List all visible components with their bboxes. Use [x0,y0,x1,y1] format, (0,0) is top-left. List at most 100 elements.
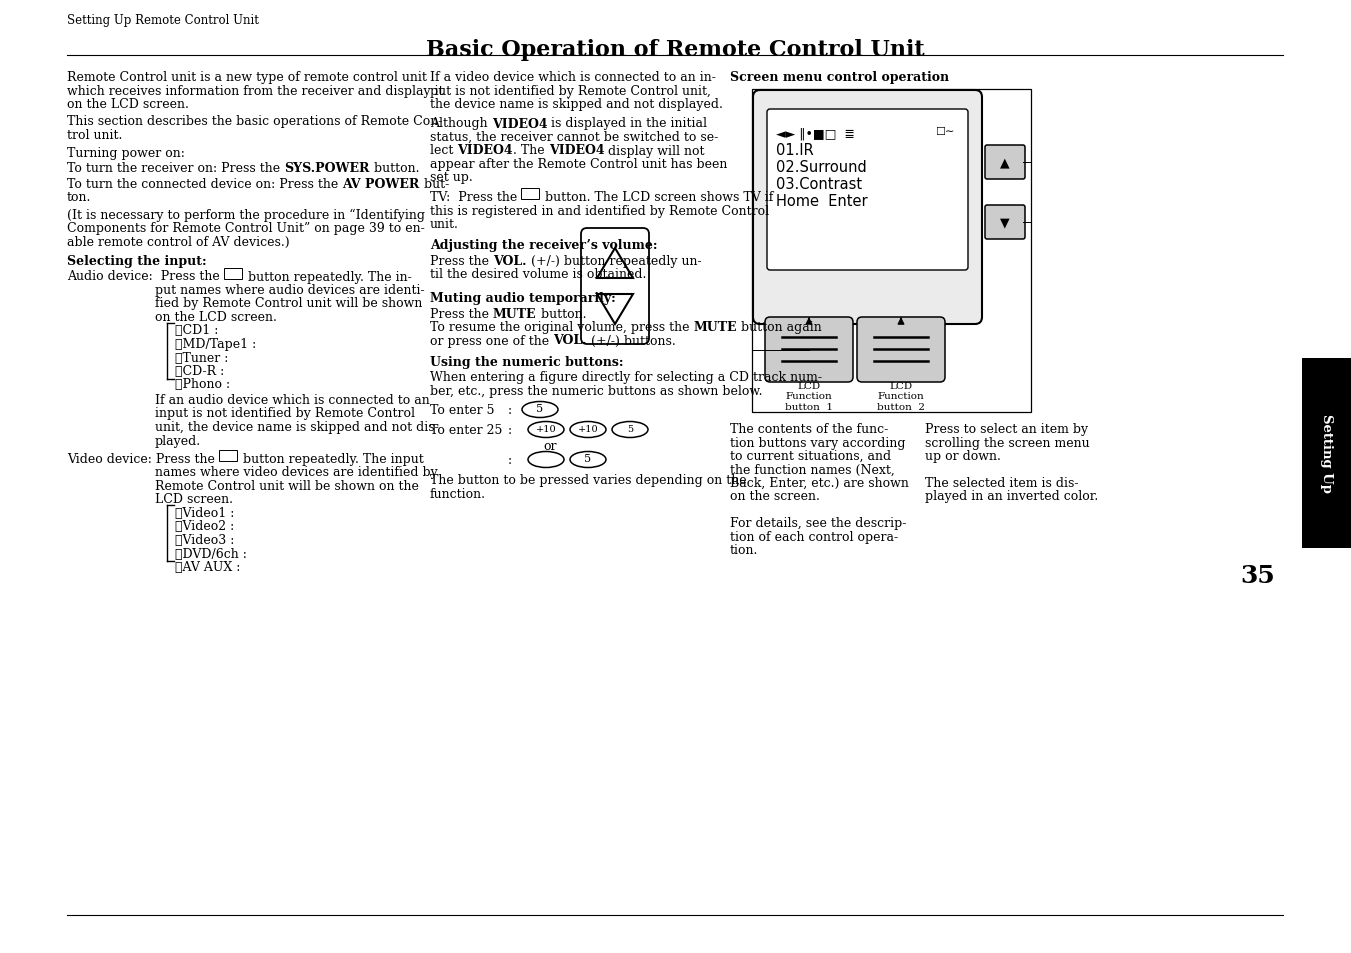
Text: (It is necessary to perform the procedure in “Identifying: (It is necessary to perform the procedur… [68,209,426,221]
Text: This section describes the basic operations of Remote Con-: This section describes the basic operati… [68,115,442,129]
Text: Basic Operation of Remote Control Unit: Basic Operation of Remote Control Unit [426,39,924,61]
Text: display will not: display will not [604,144,705,157]
Text: is displayed in the initial: is displayed in the initial [547,117,708,131]
Text: Audio device:  Press the: Audio device: Press the [68,271,224,283]
Bar [219,451,236,461]
Text: button again: button again [738,320,821,334]
Text: To turn the receiver on: Press the: To turn the receiver on: Press the [68,162,284,174]
Text: To enter 5: To enter 5 [430,404,494,417]
Text: VOL.: VOL. [493,254,527,268]
Text: set up.: set up. [430,172,473,184]
Text: VOL.: VOL. [553,335,586,347]
Text: to current situations, and: to current situations, and [730,450,892,462]
Text: Although: Although [430,117,492,131]
Text: button repeatedly. The input: button repeatedly. The input [239,453,424,465]
Text: MUTE: MUTE [693,320,738,334]
Text: For details, see the descrip-: For details, see the descrip- [730,517,907,530]
Text: scrolling the screen menu: scrolling the screen menu [925,436,1090,449]
Text: able remote control of AV devices.): able remote control of AV devices.) [68,235,289,248]
Text: Screen menu control operation: Screen menu control operation [730,71,950,84]
Text: button.: button. [536,307,586,320]
Text: played.: played. [155,434,201,447]
Text: put names where audio devices are identi-: put names where audio devices are identi… [155,284,424,296]
FancyBboxPatch shape [765,317,852,382]
Text: tion of each control opera-: tion of each control opera- [730,531,898,543]
Text: ④CD-R :: ④CD-R : [176,365,224,377]
Text: :: : [508,454,512,467]
Text: SYS.POWER: SYS.POWER [284,162,370,174]
Text: (+/-) buttons.: (+/-) buttons. [586,335,676,347]
Text: 5: 5 [585,454,592,464]
Text: Muting audio temporarily:: Muting audio temporarily: [430,292,616,305]
Text: To enter 25: To enter 25 [430,424,503,437]
Text: 5: 5 [536,404,543,414]
Text: TV:  Press the: TV: Press the [430,191,521,204]
Text: this is registered in and identified by Remote Control: this is registered in and identified by … [430,204,769,217]
Text: AV POWER: AV POWER [342,177,420,191]
Text: Video device: Press the: Video device: Press the [68,453,219,465]
Text: +10: +10 [536,424,557,434]
Text: Components for Remote Control Unit” on page 39 to en-: Components for Remote Control Unit” on p… [68,222,424,234]
Text: ③Tuner :: ③Tuner : [176,351,228,364]
Text: on the screen.: on the screen. [730,490,820,503]
Text: ☐∼: ☐∼ [935,127,954,137]
Text: on the LCD screen.: on the LCD screen. [155,311,277,324]
Text: VIDEO4: VIDEO4 [549,144,604,157]
Text: . The: . The [513,144,549,157]
Text: tion.: tion. [730,544,758,557]
Text: button. The LCD screen shows TV if: button. The LCD screen shows TV if [542,191,774,204]
Text: 02.Surround: 02.Surround [775,160,867,174]
Text: or: or [543,440,557,453]
Text: but-: but- [420,177,449,191]
Text: button.: button. [370,162,419,174]
Text: 35: 35 [1240,563,1275,587]
Text: Remote Control unit will be shown on the: Remote Control unit will be shown on the [155,479,419,493]
Text: fied by Remote Control unit will be shown: fied by Remote Control unit will be show… [155,297,423,310]
Text: +10: +10 [578,424,598,434]
Text: The contents of the func-: The contents of the func- [730,422,888,436]
Text: ②MD/Tape1 :: ②MD/Tape1 : [176,337,257,351]
Text: til the desired volume is obtained.: til the desired volume is obtained. [430,268,646,281]
Text: put is not identified by Remote Control unit,: put is not identified by Remote Control … [430,85,711,97]
Text: status, the receiver cannot be switched to se-: status, the receiver cannot be switched … [430,131,719,144]
Text: :: : [508,424,512,437]
Text: To turn the connected device on: Press the: To turn the connected device on: Press t… [68,177,342,191]
Text: the function names (Next,: the function names (Next, [730,463,894,476]
Text: Using the numeric buttons:: Using the numeric buttons: [430,355,624,369]
Text: LCD
Function
button  2: LCD Function button 2 [877,381,925,412]
Text: Remote Control unit is a new type of remote control unit: Remote Control unit is a new type of rem… [68,71,427,84]
Text: The button to be pressed varies depending on the: The button to be pressed varies dependin… [430,474,747,487]
Text: LCD
Function
button  1: LCD Function button 1 [785,381,834,412]
Text: ber, etc., press the numeric buttons as shown below.: ber, etc., press the numeric buttons as … [430,385,762,397]
Text: up or down.: up or down. [925,450,1001,462]
Text: played in an inverted color.: played in an inverted color. [925,490,1098,503]
Text: Selecting the input:: Selecting the input: [68,254,207,268]
Text: ①CD1 :: ①CD1 : [176,324,219,337]
Text: Press the: Press the [430,254,493,268]
Bar [753,90,1031,413]
Text: Setting Up: Setting Up [1320,414,1332,493]
Text: Setting Up Remote Control Unit: Setting Up Remote Control Unit [68,14,259,27]
Text: names where video devices are identified by: names where video devices are identified… [155,466,438,479]
Text: 01.IR: 01.IR [775,143,813,158]
FancyBboxPatch shape [985,146,1025,180]
Text: Press the: Press the [430,307,493,320]
Text: MUTE: MUTE [493,307,536,320]
Text: 5: 5 [627,424,634,434]
Text: 03.Contrast: 03.Contrast [775,177,862,192]
Text: The selected item is dis-: The selected item is dis- [925,476,1078,490]
Text: ◄► ‖•■□  ≣: ◄► ‖•■□ ≣ [775,127,855,140]
Text: ⑥AV AUX :: ⑥AV AUX : [176,560,240,574]
Text: tion buttons vary according: tion buttons vary according [730,436,905,449]
Text: VIDEO4: VIDEO4 [492,117,547,131]
Text: ⑤DVD/6ch :: ⑤DVD/6ch : [176,547,247,560]
Text: Turning power on:: Turning power on: [68,147,185,159]
FancyBboxPatch shape [753,91,982,325]
Text: lect: lect [430,144,458,157]
Text: ton.: ton. [68,191,92,204]
Text: To resume the original volume, press the: To resume the original volume, press the [430,320,693,334]
Text: If a video device which is connected to an in-: If a video device which is connected to … [430,71,716,84]
Text: function.: function. [430,488,486,500]
Text: or press one of the: or press one of the [430,335,553,347]
Text: unit.: unit. [430,218,459,231]
